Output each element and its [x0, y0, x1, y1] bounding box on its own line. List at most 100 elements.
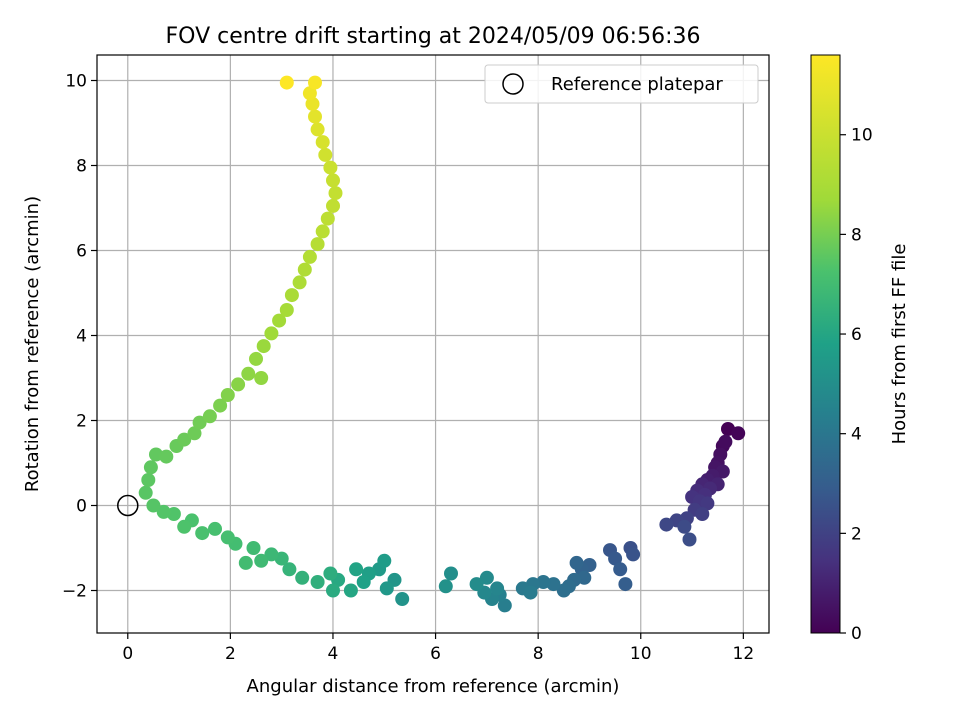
data-point	[523, 585, 538, 600]
data-point	[195, 526, 210, 541]
data-point	[438, 579, 453, 594]
x-tick-label: 10	[630, 644, 652, 664]
data-point	[279, 75, 294, 90]
data-point	[213, 398, 228, 413]
data-point	[159, 449, 174, 464]
colorbar-tick-label: 6	[851, 325, 862, 345]
data-point	[241, 366, 256, 381]
y-axis-label: Rotation from reference (arcmin)	[22, 196, 43, 492]
data-point	[395, 592, 410, 606]
data-point	[238, 555, 253, 570]
data-point	[328, 186, 343, 201]
data-point	[308, 75, 322, 90]
data-point	[310, 237, 325, 252]
data-point	[618, 577, 633, 592]
y-tick-label: −2	[62, 582, 87, 602]
y-tick-label: 6	[76, 242, 87, 262]
data-point	[177, 432, 192, 447]
data-point	[146, 498, 161, 513]
data-point	[249, 351, 263, 366]
data-point	[323, 566, 338, 581]
x-tick-label: 0	[122, 644, 133, 664]
data-point	[292, 275, 307, 290]
x-axis-ticks: 0 2 4 6 8 10 12	[122, 633, 754, 664]
colorbar-tick-label: 4	[851, 425, 862, 445]
data-point	[192, 415, 207, 430]
chart-title: FOV centre drift starting at 2024/05/09 …	[166, 24, 701, 49]
x-tick-label: 8	[533, 644, 544, 664]
data-point	[246, 541, 261, 555]
data-point	[187, 426, 202, 441]
data-point	[556, 583, 571, 598]
data-point	[490, 581, 505, 596]
data-point	[302, 86, 317, 101]
y-axis-ticks: −2 0 2 4 6 8 10	[62, 72, 97, 602]
data-point	[302, 249, 317, 264]
data-point	[231, 377, 246, 392]
legend-entry-label: Reference platepar	[551, 74, 723, 95]
data-point	[272, 313, 287, 328]
data-point	[326, 583, 340, 598]
data-point	[220, 388, 235, 402]
data-point	[659, 517, 674, 532]
data-point	[718, 434, 733, 449]
data-point	[318, 147, 333, 162]
x-tick-label: 12	[733, 644, 755, 664]
colorbar-tick-label: 2	[851, 524, 862, 544]
data-point	[379, 581, 394, 596]
data-point	[377, 553, 392, 568]
plot-frame	[96, 54, 770, 634]
data-point	[138, 485, 153, 500]
colorbar	[810, 54, 841, 634]
colorbar-ticks: 0 2 4 6 8 10	[840, 126, 873, 644]
data-point	[156, 504, 171, 519]
data-point	[695, 507, 710, 521]
colorbar-label: Hours from first FF file	[889, 244, 910, 445]
data-point	[731, 426, 746, 441]
data-point	[254, 553, 269, 568]
data-point	[305, 96, 320, 111]
data-point	[264, 547, 279, 562]
data-point	[310, 122, 325, 137]
data-point	[569, 555, 584, 570]
data-point	[220, 530, 235, 545]
data-point	[254, 371, 269, 385]
plot-area	[97, 55, 769, 633]
scatter-points	[138, 75, 746, 613]
data-point	[326, 173, 340, 188]
data-point	[356, 575, 371, 589]
x-tick-label: 6	[430, 644, 441, 664]
data-point	[349, 562, 364, 577]
data-point	[677, 519, 692, 534]
data-point	[626, 547, 641, 562]
y-tick-label: 10	[65, 72, 87, 92]
data-point	[323, 160, 338, 175]
legend-box	[484, 64, 759, 104]
legend: Reference platepar	[484, 64, 759, 104]
data-point	[295, 570, 310, 585]
x-axis-label: Angular distance from reference (arcmin)	[247, 676, 620, 697]
data-point	[256, 339, 271, 354]
x-tick-label: 2	[225, 644, 236, 664]
data-point	[264, 326, 279, 341]
y-tick-label: 4	[76, 327, 87, 347]
data-point	[700, 496, 715, 511]
data-point	[444, 566, 458, 581]
data-point	[308, 109, 322, 124]
data-point	[315, 224, 330, 239]
legend-marker-icon	[502, 73, 524, 95]
reference-marker	[117, 494, 139, 517]
y-tick-label: 0	[76, 497, 87, 517]
data-point	[326, 198, 340, 213]
data-point	[284, 288, 299, 303]
colorbar-tick-label: 0	[851, 624, 862, 644]
data-point	[613, 562, 628, 577]
data-point	[297, 262, 312, 277]
data-point	[177, 519, 192, 534]
data-point	[208, 521, 222, 536]
data-point	[608, 551, 623, 566]
data-point	[202, 409, 217, 424]
data-point	[310, 575, 325, 589]
data-point	[497, 598, 512, 613]
